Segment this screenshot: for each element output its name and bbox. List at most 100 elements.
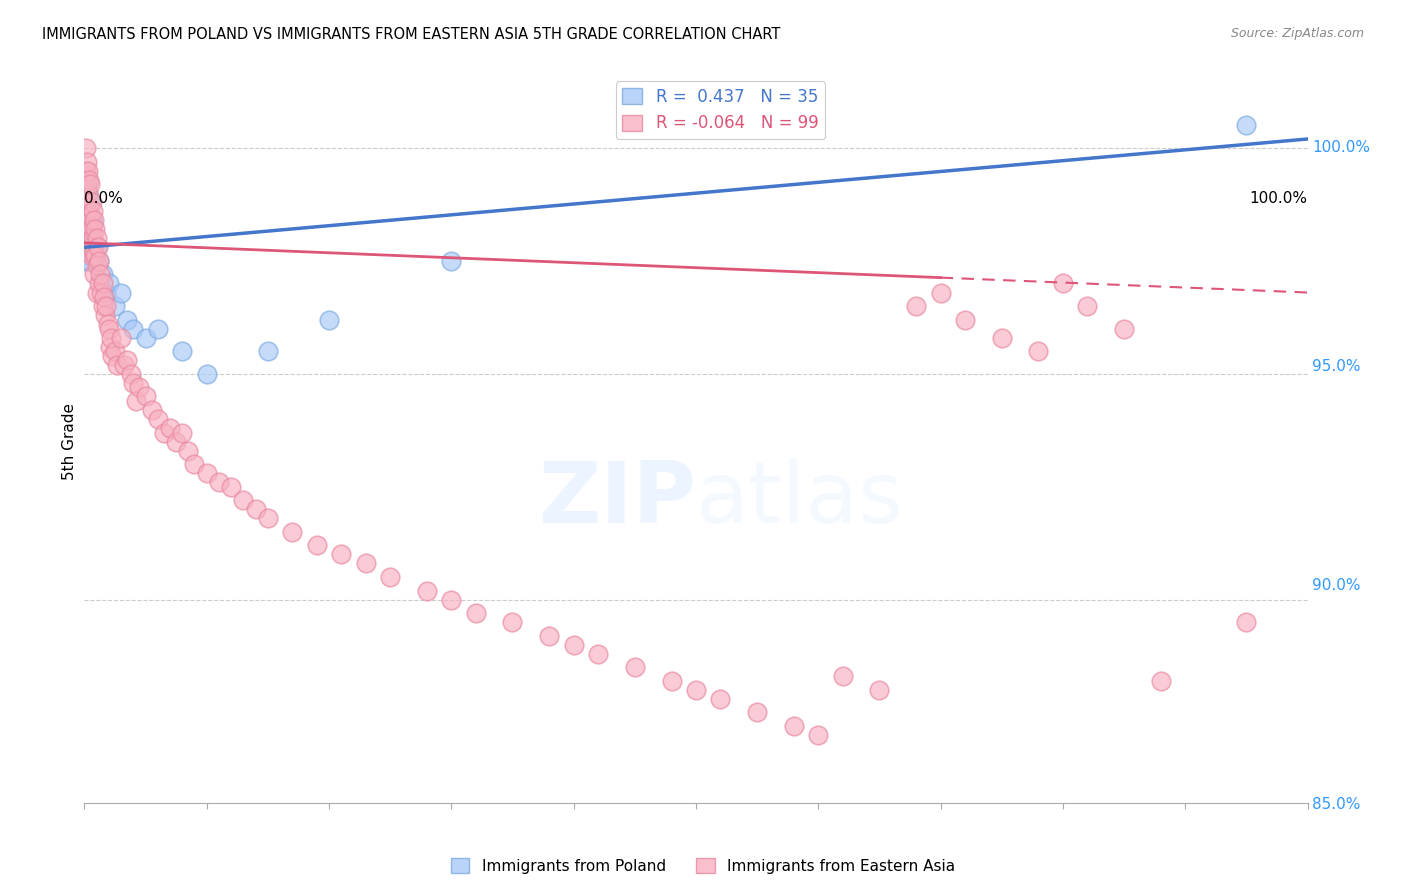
Point bbox=[219, 480, 242, 494]
Text: ZIP: ZIP bbox=[538, 458, 696, 541]
Point bbox=[380, 570, 402, 584]
Point bbox=[101, 349, 124, 363]
Point bbox=[77, 204, 100, 219]
Point bbox=[440, 253, 463, 268]
Point bbox=[96, 299, 118, 313]
Point bbox=[86, 231, 108, 245]
Point bbox=[115, 312, 138, 326]
Point bbox=[330, 548, 353, 562]
Point bbox=[83, 213, 105, 227]
Point bbox=[75, 141, 97, 155]
Point bbox=[77, 186, 100, 201]
Text: 0.0%: 0.0% bbox=[84, 191, 124, 206]
Point bbox=[87, 253, 110, 268]
Point bbox=[77, 253, 100, 268]
Point bbox=[75, 163, 97, 178]
Point bbox=[177, 443, 200, 458]
Point bbox=[105, 358, 128, 372]
Point bbox=[305, 538, 328, 552]
Point bbox=[86, 240, 108, 254]
Point bbox=[91, 277, 114, 291]
Point bbox=[97, 317, 120, 331]
Point bbox=[112, 358, 135, 372]
Point bbox=[75, 195, 97, 210]
Point bbox=[991, 331, 1014, 345]
Point bbox=[172, 425, 194, 440]
Point bbox=[79, 240, 101, 254]
Point bbox=[318, 312, 340, 326]
Point bbox=[183, 457, 205, 471]
Point bbox=[97, 321, 120, 335]
Point bbox=[80, 213, 103, 227]
Point bbox=[93, 290, 115, 304]
Point bbox=[82, 204, 104, 219]
Legend: R =  0.437   N = 35, R = -0.064   N = 99: R = 0.437 N = 35, R = -0.064 N = 99 bbox=[616, 81, 825, 139]
Point bbox=[747, 706, 769, 720]
Point bbox=[929, 285, 952, 300]
Point bbox=[1150, 673, 1173, 688]
Point bbox=[82, 231, 104, 245]
Point bbox=[128, 380, 150, 394]
Point bbox=[153, 425, 176, 440]
Y-axis label: 5th Grade: 5th Grade bbox=[62, 403, 77, 480]
Point bbox=[1236, 119, 1258, 133]
Point bbox=[79, 177, 101, 191]
Point bbox=[77, 218, 100, 232]
Point bbox=[125, 393, 148, 408]
Point bbox=[77, 244, 100, 259]
Point bbox=[91, 299, 114, 313]
Point bbox=[159, 421, 181, 435]
Point bbox=[86, 259, 108, 273]
Point bbox=[538, 629, 561, 643]
Point bbox=[89, 268, 111, 282]
Point bbox=[86, 285, 108, 300]
Text: atlas: atlas bbox=[696, 458, 904, 541]
Point bbox=[440, 592, 463, 607]
Point bbox=[84, 222, 107, 236]
Point bbox=[98, 340, 121, 354]
Point bbox=[97, 277, 120, 291]
Point bbox=[77, 172, 100, 186]
Point bbox=[82, 218, 104, 232]
Point bbox=[135, 331, 157, 345]
Point bbox=[76, 154, 98, 169]
Point bbox=[953, 312, 976, 326]
Point bbox=[195, 466, 218, 480]
Point bbox=[79, 231, 101, 245]
Point bbox=[94, 308, 117, 322]
Point bbox=[76, 177, 98, 191]
Point bbox=[80, 244, 103, 259]
Point bbox=[831, 669, 853, 683]
Point bbox=[1114, 321, 1136, 335]
Point bbox=[783, 719, 806, 733]
Text: IMMIGRANTS FROM POLAND VS IMMIGRANTS FROM EASTERN ASIA 5TH GRADE CORRELATION CHA: IMMIGRANTS FROM POLAND VS IMMIGRANTS FRO… bbox=[42, 27, 780, 42]
Point bbox=[141, 403, 163, 417]
Point bbox=[807, 728, 830, 742]
Point bbox=[232, 493, 254, 508]
Point bbox=[869, 682, 891, 697]
Point bbox=[75, 253, 97, 268]
Point bbox=[354, 557, 377, 571]
Point bbox=[661, 673, 683, 688]
Point bbox=[624, 660, 647, 674]
Point bbox=[87, 240, 110, 254]
Point bbox=[172, 344, 194, 359]
Point bbox=[562, 638, 585, 652]
Point bbox=[257, 511, 280, 525]
Point bbox=[1028, 344, 1050, 359]
Point bbox=[87, 253, 110, 268]
Point bbox=[91, 268, 114, 282]
Point bbox=[245, 502, 267, 516]
Point bbox=[502, 615, 524, 630]
Point bbox=[76, 209, 98, 223]
Point bbox=[84, 249, 107, 263]
Point bbox=[122, 321, 145, 335]
Point bbox=[76, 240, 98, 254]
Legend: Immigrants from Poland, Immigrants from Eastern Asia: Immigrants from Poland, Immigrants from … bbox=[444, 852, 962, 880]
Point bbox=[77, 235, 100, 250]
Point bbox=[80, 195, 103, 210]
Point bbox=[96, 285, 118, 300]
Point bbox=[416, 583, 439, 598]
Point bbox=[165, 434, 187, 449]
Point bbox=[905, 299, 928, 313]
